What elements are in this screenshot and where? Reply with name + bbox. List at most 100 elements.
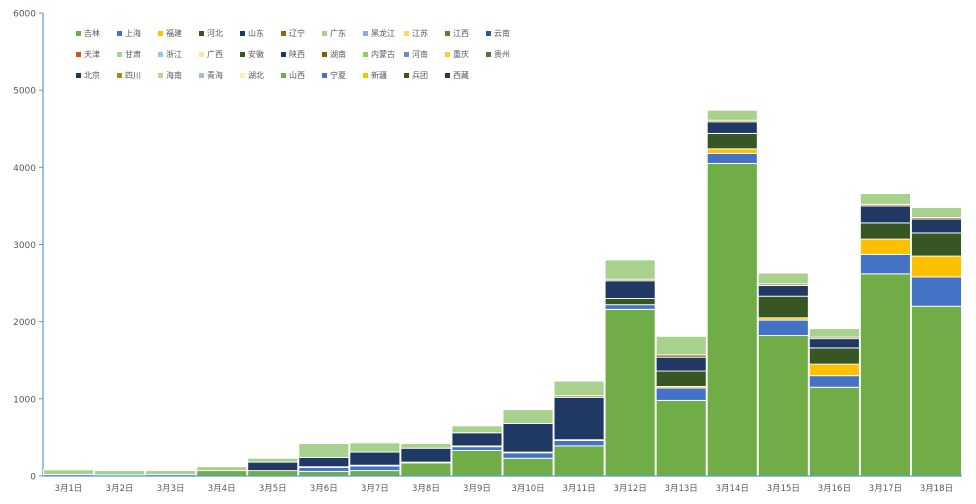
legend-item-河南: 河南: [404, 49, 428, 59]
bar-segment-山东-3月18日: [911, 218, 962, 234]
legend-label: 吉林: [84, 28, 100, 38]
legend-label: 重庆: [453, 49, 469, 59]
legend-swatch: [404, 31, 409, 36]
x-axis: 3月1日 3月2日 3月3日 3月4日 3月5日 3月6日 3月7日 3月8日 3月9日 3月10…: [43, 475, 962, 494]
legend-item-宁夏: 宁夏: [322, 70, 346, 80]
bar-stacks: [43, 109, 962, 477]
legend-swatch: [158, 73, 163, 78]
bar-segment-河北-3月13日: [655, 370, 707, 387]
legend-item-湖南: 湖南: [322, 49, 346, 59]
legend-label: 宁夏: [330, 70, 346, 80]
bar-segment-上海-3月15日: [757, 319, 809, 336]
legend-label: 甘肃: [125, 49, 141, 59]
x-tick-label: 3月5日: [259, 484, 287, 494]
legend-label: 河南: [412, 49, 428, 59]
legend-label: 内蒙古: [371, 49, 395, 59]
legend-label: 四川: [125, 71, 141, 80]
legend-item-山西: 山西: [281, 70, 305, 80]
legend-item-贵州: 贵州: [486, 49, 510, 59]
legend-swatch: [445, 52, 450, 57]
legend-swatch: [281, 52, 286, 57]
legend-label: 天津: [84, 49, 100, 59]
bar-segment-上海-3月10日: [502, 452, 554, 459]
bar-segment-河北-3月15日: [757, 295, 809, 319]
legend-item-广东: 广东: [322, 28, 346, 38]
legend-swatch: [158, 52, 163, 57]
bar-segment-河北-3月17日: [859, 222, 911, 240]
bar-segment-广东-3月3日: [145, 470, 197, 475]
bar-segment-广东-3月5日: [247, 457, 299, 463]
bar-segment-上海-3月6日: [298, 467, 350, 472]
legend-item-江苏: 江苏: [404, 28, 428, 38]
bar-segment-吉林-3月9日: [451, 450, 503, 477]
bar-segment-山东-3月16日: [808, 338, 860, 349]
x-tick-label: 3月6日: [310, 484, 338, 494]
legend-swatch: [240, 52, 245, 57]
legend-label: 云南: [494, 28, 510, 38]
x-tick-label: 3月15日: [767, 484, 800, 494]
legend-swatch: [76, 31, 81, 36]
legend-item-四川: 四川: [117, 71, 141, 80]
bar-segment-广东-3月8日: [400, 443, 452, 449]
legend-label: 辽宁: [289, 28, 305, 38]
bar-segment-广东-3月1日: [43, 469, 94, 475]
legend-swatch: [486, 31, 491, 36]
bar-segment-广东-3月17日: [859, 193, 911, 205]
legend-swatch: [363, 52, 368, 57]
bar-segment-吉林-3月5日: [247, 470, 299, 477]
legend-swatch: [240, 73, 245, 78]
bar-segment-山东-3月10日: [502, 423, 554, 453]
bar-segment-广东-3月16日: [808, 328, 860, 338]
legend-item-新疆: 新疆: [363, 70, 387, 80]
x-tick-label: 3月13日: [665, 484, 698, 494]
bar-segment-广东-3月18日: [911, 207, 962, 218]
bar-segment-吉林-3月6日: [298, 470, 350, 477]
bar-segment-上海-3月14日: [706, 152, 758, 164]
legend-label: 广西: [207, 49, 223, 59]
legend-item-河北: 河北: [199, 28, 223, 38]
legend-label: 安徽: [248, 49, 264, 59]
legend-item-安徽: 安徽: [240, 49, 264, 59]
legend-swatch: [486, 52, 491, 57]
y-tick-label: 2000: [13, 318, 36, 328]
legend-label: 青海: [207, 70, 223, 80]
legend-swatch: [322, 31, 327, 36]
bar-segment-山东-3月12日: [604, 280, 656, 299]
legend-swatch: [158, 31, 163, 36]
bar-segment-吉林-3月17日: [859, 273, 911, 477]
bar-segment-上海-3月18日: [911, 276, 962, 307]
bar-segment-上海-3月13日: [655, 387, 707, 401]
legend-swatch: [281, 73, 286, 78]
legend-item-北京: 北京: [76, 70, 100, 80]
bar-segment-河北-3月18日: [911, 232, 962, 257]
x-tick-label: 3月12日: [614, 484, 647, 494]
legend-item-兵团: 兵团: [404, 70, 428, 80]
y-tick-label: 4000: [13, 164, 36, 174]
legend-item-海南: 海南: [158, 70, 182, 80]
legend-swatch: [322, 73, 327, 78]
legend-label: 浙江: [166, 49, 182, 59]
bar-segment-吉林-3月4日: [196, 470, 248, 477]
legend-swatch: [240, 31, 245, 36]
bar-segment-吉林-3月11日: [553, 445, 605, 477]
x-tick-label: 3月16日: [818, 484, 851, 494]
legend-label: 山西: [289, 70, 305, 80]
legend-item-福建: 福建: [158, 28, 182, 38]
legend-label: 湖南: [330, 49, 346, 59]
legend-item-上海: 上海: [117, 28, 141, 38]
bar-segment-山东-3月9日: [451, 432, 503, 447]
bar-segment-吉林-3月16日: [808, 386, 860, 477]
bar-segment-上海-3月12日: [604, 304, 656, 310]
bar-segment-山东-3月6日: [298, 457, 350, 468]
legend-item-黑龙江: 黑龙江: [363, 28, 395, 38]
legend-item-云南: 云南: [486, 28, 510, 38]
x-tick-label: 3月8日: [412, 484, 440, 494]
legend-swatch: [199, 52, 204, 57]
y-tick-label: 1000: [13, 395, 36, 405]
bar-segment-上海-3月9日: [451, 446, 503, 451]
legend-item-吉林: 吉林: [76, 28, 100, 38]
bar-segment-吉林-3月14日: [706, 163, 758, 477]
bar-segment-山东-3月8日: [400, 447, 452, 463]
legend-label: 海南: [166, 70, 182, 80]
